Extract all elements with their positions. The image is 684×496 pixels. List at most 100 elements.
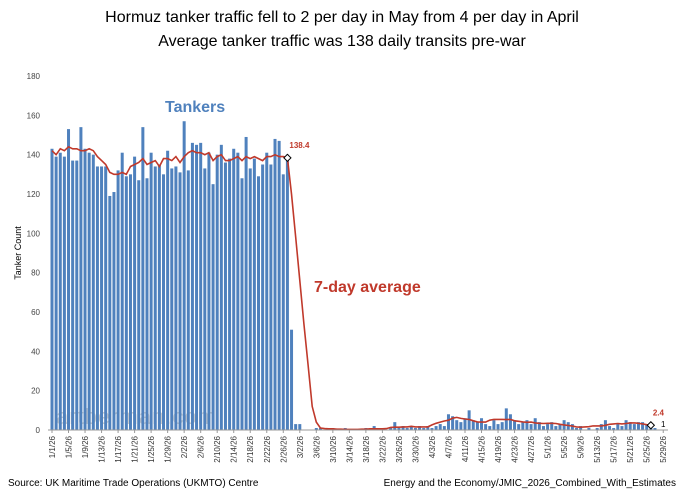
bar: [459, 422, 463, 430]
bar: [133, 156, 137, 430]
bar: [409, 426, 413, 430]
y-tick-label: 0: [36, 426, 41, 435]
bar: [463, 418, 467, 430]
chart-subtitle: Average tanker traffic was 138 daily tra…: [158, 33, 526, 50]
bar: [58, 152, 62, 430]
x-tick-label: 1/21/26: [131, 435, 140, 462]
bar: [401, 426, 405, 430]
bar: [290, 329, 294, 430]
bar: [446, 414, 450, 430]
bar: [54, 156, 58, 430]
bar: [228, 158, 232, 430]
bar: [587, 428, 591, 430]
bar: [112, 192, 116, 430]
bar: [166, 150, 170, 430]
point-marker: [646, 421, 656, 430]
bar: [137, 180, 141, 430]
bar: [203, 168, 207, 430]
bar: [451, 416, 455, 430]
bar: [533, 418, 537, 430]
bar: [157, 164, 161, 430]
bar: [285, 154, 289, 430]
data-label: 2.4: [653, 408, 665, 417]
bar: [257, 176, 260, 430]
bar: [75, 160, 79, 431]
bar: [500, 422, 504, 430]
x-tick-label: 3/22/26: [378, 435, 387, 462]
bar: [207, 152, 211, 430]
y-tick-label: 100: [27, 229, 41, 238]
bar: [190, 142, 194, 430]
x-tick-label: 1/1/26: [48, 435, 57, 458]
bar: [145, 178, 149, 430]
bar: [434, 426, 438, 430]
x-tick-label: 1/9/26: [81, 435, 90, 458]
data-label: 1: [661, 420, 666, 429]
bar: [628, 422, 632, 430]
bar: [273, 138, 277, 430]
bar: [314, 428, 318, 430]
bar: [616, 424, 620, 430]
bar: [492, 420, 496, 430]
bar: [608, 426, 612, 430]
bar: [232, 148, 236, 430]
bar: [653, 428, 657, 430]
x-tick-label: 3/6/26: [312, 435, 321, 458]
bar: [570, 424, 574, 430]
bar: [620, 426, 624, 430]
x-tick-label: 5/17/26: [610, 435, 619, 462]
bar: [521, 422, 525, 430]
x-tick-label: 3/18/26: [362, 435, 371, 462]
bar: [178, 172, 182, 430]
x-tick-label: 4/15/26: [478, 435, 487, 462]
bar: [219, 144, 223, 431]
bar: [116, 170, 120, 430]
bar: [438, 424, 442, 430]
bar: [389, 428, 393, 430]
x-tick-label: 1/5/26: [65, 435, 74, 458]
x-tick-label: 2/22/26: [263, 435, 272, 462]
x-tick-label: 1/29/26: [164, 435, 173, 462]
legend-label: 7-day average: [314, 279, 421, 296]
y-tick-label: 140: [27, 151, 41, 160]
x-tick-label: 1/13/26: [98, 435, 107, 462]
x-tick-label: 5/9/26: [577, 435, 586, 458]
bar: [170, 168, 174, 430]
x-tick-label: 3/14/26: [345, 435, 354, 462]
bar: [405, 428, 409, 430]
average-line: [51, 145, 652, 431]
x-tick-label: 1/17/26: [114, 435, 123, 462]
bar: [186, 170, 190, 430]
y-tick-label: 80: [31, 269, 40, 278]
bar: [67, 129, 71, 430]
x-tick-label: 3/2/26: [296, 435, 305, 458]
x-tick-label: 2/18/26: [246, 435, 255, 462]
bar: [645, 424, 649, 430]
bar: [128, 174, 132, 430]
credit-note: Energy and the Economy/JMIC_2026_Combine…: [384, 478, 676, 489]
bar: [541, 426, 545, 430]
y-tick-label: 20: [31, 387, 40, 396]
bar: [636, 422, 640, 430]
bar: [124, 176, 128, 430]
bar: [277, 140, 281, 430]
x-tick-label: 5/13/26: [593, 435, 602, 462]
bar: [599, 424, 603, 430]
bar: [95, 166, 99, 430]
bar: [269, 164, 273, 430]
bar: [199, 142, 203, 430]
bar: [418, 426, 422, 430]
bar: [513, 420, 517, 430]
source-note: Source: UK Maritime Trade Operations (UK…: [8, 478, 259, 489]
bar: [471, 420, 475, 430]
bar: [294, 424, 298, 430]
x-tick-label: 5/21/26: [626, 435, 635, 462]
bar: [430, 428, 434, 430]
x-tick-label: 4/27/26: [527, 435, 536, 462]
bar: [641, 422, 645, 430]
y-tick-label: 120: [27, 190, 41, 199]
bar: [475, 422, 479, 430]
bar: [174, 166, 178, 430]
bar: [517, 424, 521, 430]
